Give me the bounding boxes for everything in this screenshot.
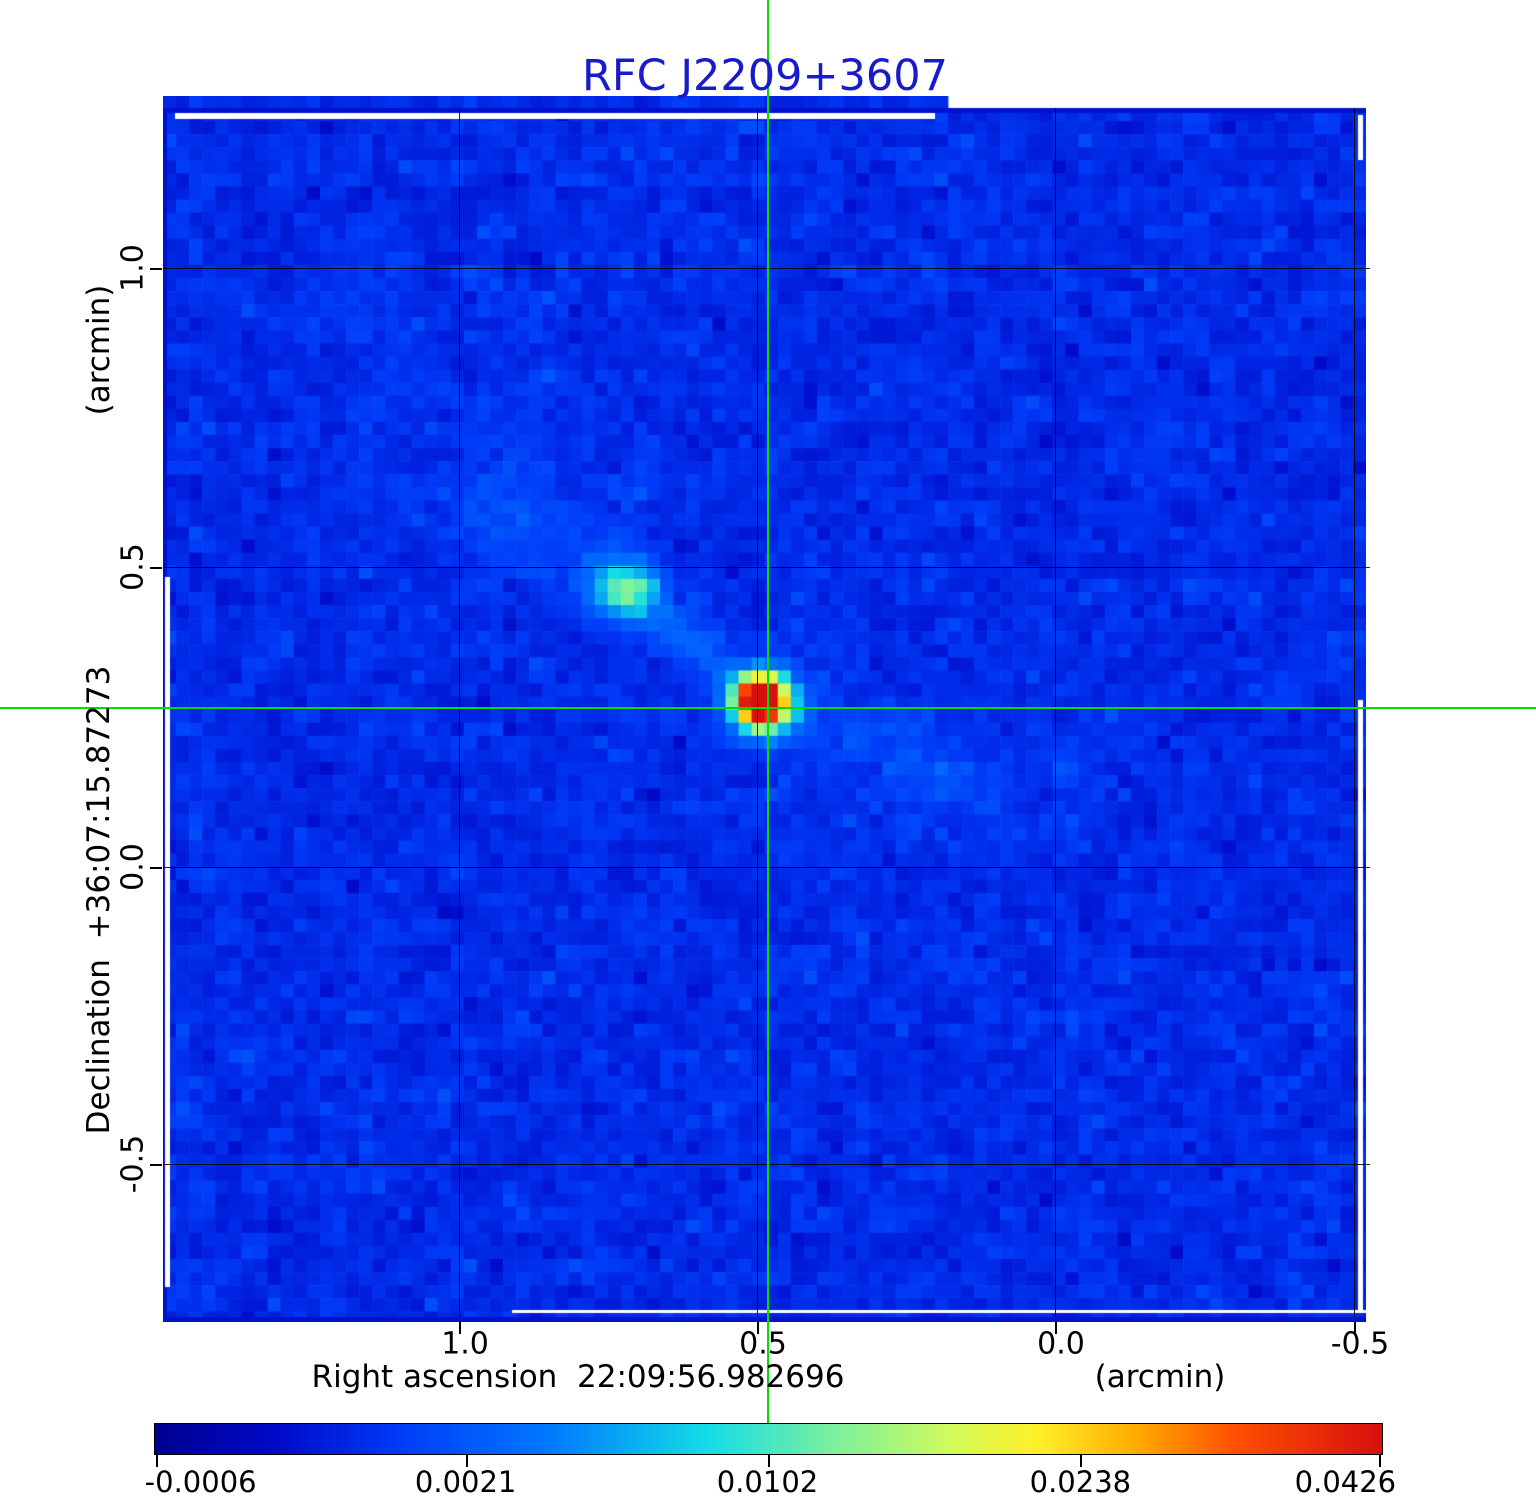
y-tick-label-1.0: 1.0	[115, 244, 151, 292]
y-tick-label--0.5: -0.5	[115, 1134, 151, 1194]
colorbar-tick-0.0021	[465, 1455, 468, 1467]
y-axis-title: Declination +36:07:15.87273	[81, 665, 117, 1135]
colorbar-tick-0.0102	[767, 1455, 770, 1467]
grid-line-dec-0.5	[163, 567, 1370, 569]
colorbar-tick--0.0006	[156, 1455, 159, 1467]
colorbar-tick-0.0238	[1080, 1455, 1083, 1467]
y-axis-tick--0.5	[150, 1163, 162, 1166]
x-axis-tick-0.0	[1055, 1322, 1058, 1334]
grid-line-dec-1.0	[163, 267, 1370, 269]
x-axis-title: Right ascension 22:09:56.982696	[311, 1359, 845, 1395]
page-title: RFC J2209+3607	[582, 51, 948, 101]
y-axis-unit-label: (arcmin)	[81, 284, 117, 416]
grid-line-dec--0.5	[163, 1163, 1370, 1165]
x-tick-label--0.5: -0.5	[1330, 1326, 1390, 1362]
grid-line-dec-0.0	[163, 867, 1370, 868]
x-tick-label-0.0: 0.0	[1037, 1326, 1085, 1362]
colorbar	[154, 1423, 1383, 1455]
colorbar-label-0.0426: 0.0426	[1294, 1465, 1397, 1499]
y-axis-tick-1.0	[150, 267, 162, 270]
colorbar-label-0.0238: 0.0238	[1029, 1465, 1132, 1499]
y-axis-tick-0.5	[150, 567, 162, 570]
colorbar-label-0.0102: 0.0102	[716, 1465, 819, 1499]
y-tick-label-0.5: 0.5	[115, 543, 151, 591]
colorbar-tick-0.0426	[1378, 1455, 1381, 1467]
y-axis-tick-0.0	[150, 867, 162, 869]
x-axis-tick--0.5	[1353, 1322, 1356, 1334]
colorbar-label--0.0006: -0.0006	[144, 1465, 257, 1499]
grid-line-ra-0.0	[1055, 108, 1057, 1317]
crosshair-vertical-line	[767, 0, 769, 1424]
grid-line-ra-1.0	[459, 108, 461, 1317]
y-tick-label-0.0: 0.0	[115, 843, 151, 891]
x-tick-label-1.0: 1.0	[441, 1326, 489, 1362]
colorbar-label-0.0021: 0.0021	[414, 1465, 517, 1499]
x-tick-label-0.5: 0.5	[739, 1326, 787, 1362]
x-axis-tick-1.0	[459, 1322, 462, 1334]
x-axis-unit-label: (arcmin)	[1094, 1359, 1226, 1395]
x-axis-tick-0.5	[757, 1322, 760, 1334]
grid-line-ra-0.5	[757, 108, 759, 1317]
crosshair-horizontal-line	[0, 707, 1536, 709]
grid-line-ra--0.5	[1353, 108, 1355, 1317]
radio-map-image	[163, 96, 1366, 1322]
